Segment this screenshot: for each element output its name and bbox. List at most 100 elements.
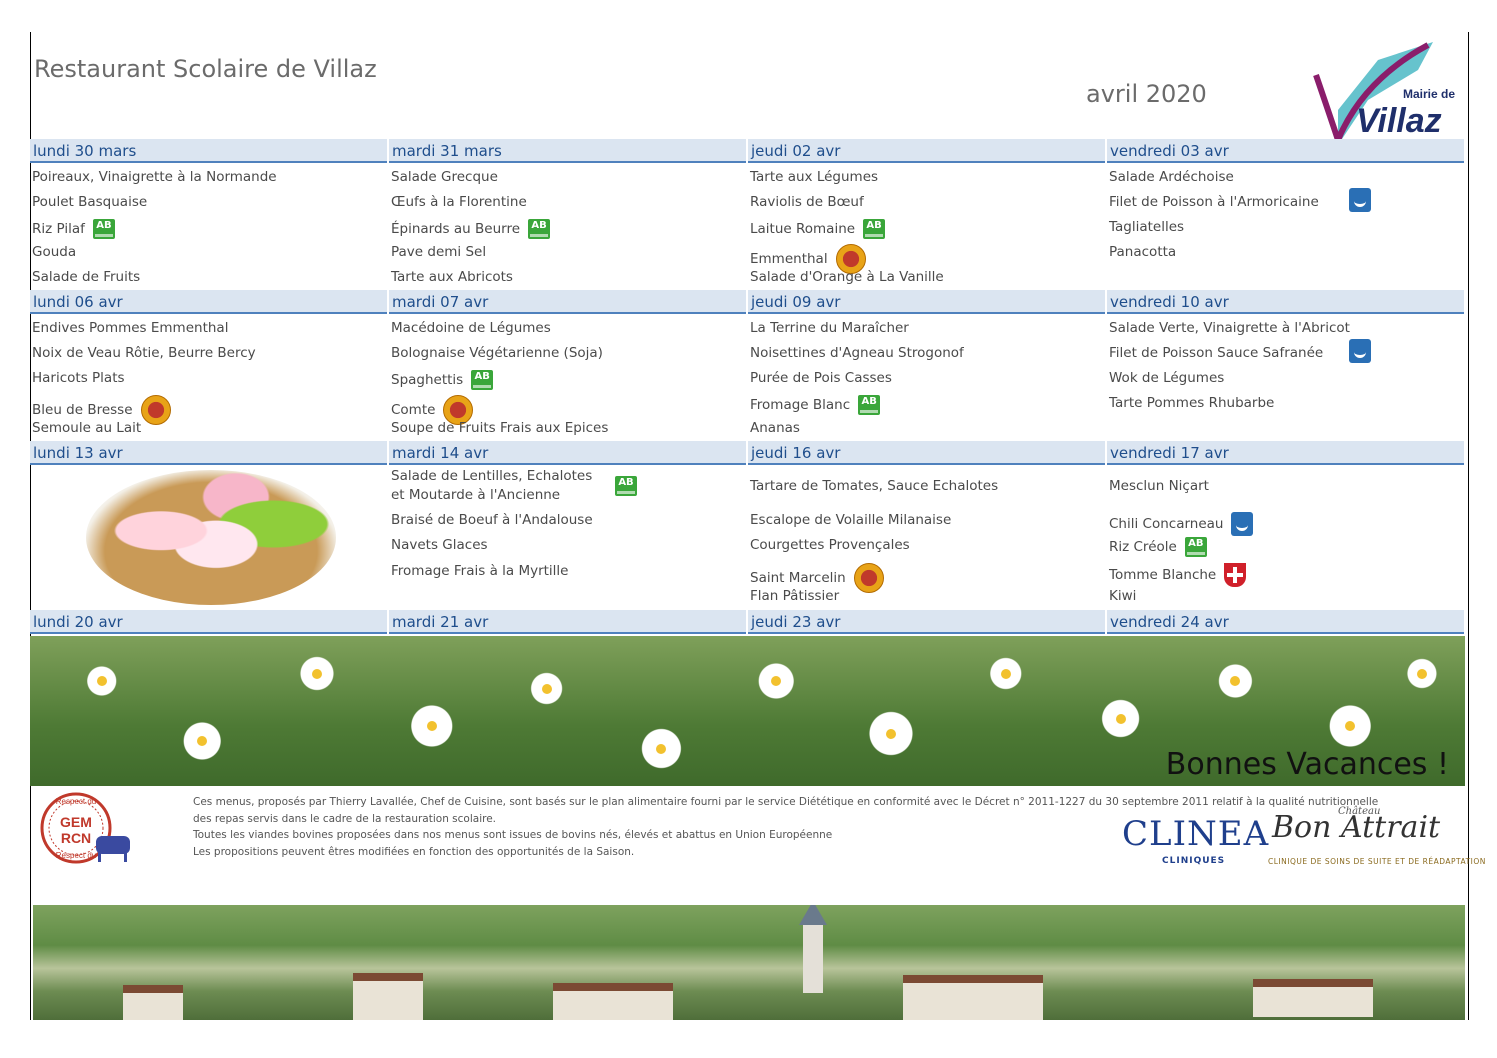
- organic-ab-icon: AB: [863, 219, 886, 239]
- house: [123, 985, 183, 1020]
- easter-eggs-image: [86, 470, 336, 605]
- footer-notes: Ces menus, proposés par Thierry Lavallée…: [193, 794, 1453, 860]
- daisy-center: [771, 676, 782, 686]
- menu-item-label: Œufs à la Florentine: [391, 194, 527, 210]
- house: [353, 973, 423, 1020]
- menu-item: Navets Glaces: [391, 537, 488, 553]
- menu-item-label: Escalope de Volaille Milanaise: [750, 512, 952, 528]
- menu-item: Semoule au Lait: [32, 420, 141, 436]
- menu-item: Bolognaise Végétarienne (Soja): [391, 345, 603, 361]
- menu-item-label: Tarte aux Légumes: [750, 169, 879, 185]
- menu-item: Riz Pilaf AB: [32, 219, 115, 239]
- day-header: lundi 13 avr: [30, 441, 387, 465]
- menu-item: Emmenthal: [750, 244, 866, 274]
- footer-line-1: Ces menus, proposés par Thierry Lavallée…: [193, 796, 1379, 808]
- menu-item-label: Fromage Frais à la Myrtille: [391, 563, 569, 579]
- gem-bottom-text: Respect du: [56, 851, 96, 860]
- daisy-center: [426, 721, 437, 731]
- menu-item: Tarte aux Abricots: [391, 269, 513, 285]
- daisy-center: [541, 683, 552, 694]
- menu-item: Bleu de Bresse: [32, 395, 171, 425]
- menu-item: Laitue Romaine AB: [750, 219, 886, 239]
- menu-item-label: La Terrine du Maraîcher: [750, 320, 909, 336]
- organic-ab-icon: AB: [92, 219, 115, 239]
- menu-item-label: Tarte Pommes Rhubarbe: [1109, 395, 1275, 411]
- daisy-center: [1230, 676, 1241, 686]
- menu-item: Courgettes Provençales: [750, 537, 910, 553]
- menu-item-label: Tagliatelles: [1109, 219, 1185, 235]
- menu-item: Salade de Lentilles, Echalotes et Moutar…: [391, 468, 637, 503]
- logo-text-top: Mairie de: [1403, 87, 1455, 101]
- menu-item: Salade de Fruits: [32, 269, 140, 285]
- menu-item: Salade Verte, Vinaigrette à l'Abricot: [1109, 320, 1350, 336]
- menu-item-label: Courgettes Provençales: [750, 537, 910, 553]
- menu-item-label: Emmenthal: [750, 251, 828, 267]
- daisy-center: [1416, 668, 1427, 679]
- day-header: mardi 31 mars: [389, 139, 746, 163]
- menu-item-label: Flan Pâtissier: [750, 588, 840, 604]
- cow-icon: [96, 836, 130, 854]
- menu-item-label: Pave demi Sel: [391, 244, 487, 260]
- menu-item: Riz Créole AB: [1109, 537, 1207, 557]
- day-header: jeudi 23 avr: [748, 610, 1105, 634]
- vacances-message: Bonnes Vacances !: [1165, 747, 1449, 782]
- menu-item-label: Tomme Blanche: [1109, 567, 1217, 583]
- msc-fish-icon: [1231, 512, 1254, 536]
- menu-item-label: Filet de Poisson Sauce Safranée: [1109, 345, 1324, 361]
- day-header: lundi 06 avr: [30, 290, 387, 314]
- day-header: lundi 30 mars: [30, 139, 387, 163]
- menu-item-label: Panacotta: [1109, 244, 1177, 260]
- menu-item-label: Semoule au Lait: [32, 420, 142, 436]
- menu-item-label: Salade Ardéchoise: [1109, 169, 1234, 185]
- menu-item-label: Noix de Veau Rôtie, Beurre Bercy: [32, 345, 256, 361]
- menu-item-label: Soupe de Fruits Frais aux Epices: [391, 420, 609, 436]
- menu-item: Salade Ardéchoise: [1109, 169, 1234, 185]
- menu-item-label: Navets Glaces: [391, 537, 488, 553]
- menu-item: Salade Grecque: [391, 169, 498, 185]
- clinea-logo: CLINEA: [1122, 814, 1270, 854]
- bon-attrait-sub: CLINIQUE DE SOINS DE SUITE ET DE RÉADAPT…: [1268, 857, 1486, 866]
- menu-item-label: Purée de Pois Casses: [750, 370, 892, 386]
- menu-item: Wok de Légumes: [1109, 370, 1224, 386]
- menu-item-label: Braisé de Boeuf à l'Andalouse: [391, 512, 593, 528]
- menu-item: Purée de Pois Casses: [750, 370, 892, 386]
- daisy-center: [1000, 668, 1011, 679]
- menu-item-label-line2: et Moutarde à l'Ancienne: [391, 487, 561, 503]
- day-header: vendredi 03 avr: [1107, 139, 1464, 163]
- day-header: jeudi 09 avr: [748, 290, 1105, 314]
- menu-item-label: Poulet Basquaise: [32, 194, 148, 210]
- organic-ab-icon: AB: [528, 219, 551, 239]
- menu-item-label: Salade de Lentilles, Echalotes: [391, 468, 593, 484]
- organic-ab-icon: AB: [858, 395, 881, 415]
- menu-item: Filet de Poisson à l'Armoricaine: [1109, 188, 1371, 212]
- menu-item: Ananas: [750, 420, 800, 436]
- footer-line-4: Les propositions peuvent êtres modifiées…: [193, 845, 635, 858]
- menu-item-label: Salade de Fruits: [32, 269, 141, 285]
- day-header: vendredi 24 avr: [1107, 610, 1464, 634]
- menu-item: Fromage Frais à la Myrtille: [391, 563, 568, 579]
- gem-main1: GEM: [60, 814, 92, 830]
- church-steeple: [799, 905, 827, 993]
- logo-text-main: Villaz: [1356, 102, 1442, 140]
- menu-item: La Terrine du Maraîcher: [750, 320, 909, 336]
- menu-item: Tarte Pommes Rhubarbe: [1109, 395, 1274, 411]
- daisy-center: [656, 743, 667, 754]
- menu-item-label: Endives Pommes Emmenthal: [32, 320, 229, 336]
- menu-item: Tarte aux Légumes: [750, 169, 878, 185]
- menu-item: Endives Pommes Emmenthal: [32, 320, 228, 336]
- house: [903, 975, 1043, 1020]
- villaz-logo: Mairie de Villaz: [1313, 42, 1455, 148]
- savoie-cross-icon: [1224, 563, 1247, 587]
- label-rouge-icon: [443, 395, 474, 425]
- menu-item: Noisettines d'Agneau Strogonof: [750, 345, 964, 361]
- organic-ab-icon: AB: [615, 476, 637, 496]
- msc-fish-icon: [1349, 188, 1371, 212]
- daisy-center: [96, 676, 107, 686]
- menu-item: Pave demi Sel: [391, 244, 486, 260]
- day-header: mardi 14 avr: [389, 441, 746, 465]
- menu-item: Poulet Basquaise: [32, 194, 147, 210]
- footer-line-3: Toutes les viandes bovines proposées dan…: [193, 829, 833, 841]
- menu-item-label: Salade Verte, Vinaigrette à l'Abricot: [1109, 320, 1350, 336]
- label-rouge-icon: [835, 244, 866, 274]
- day-header: jeudi 02 avr: [748, 139, 1105, 163]
